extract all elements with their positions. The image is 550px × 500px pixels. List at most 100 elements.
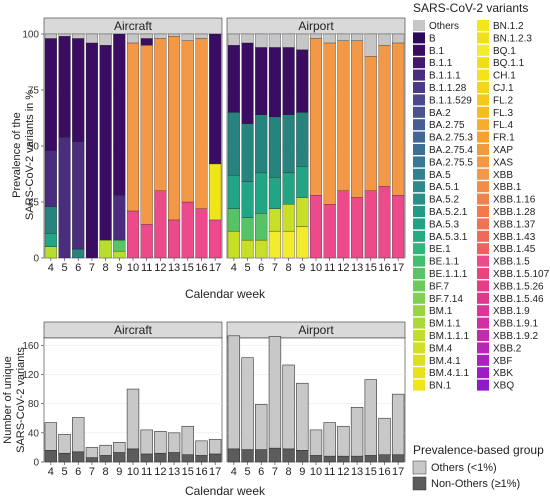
bar-segment: [113, 33, 126, 196]
bar-segment: [140, 38, 153, 46]
legend-swatch: [477, 342, 489, 354]
bar-segment: [309, 33, 323, 39]
legend-label: CJ.1: [493, 83, 514, 94]
legend-label: BE.1.1.1: [429, 269, 468, 280]
legend-label: Others (<1%): [431, 462, 497, 474]
y-tick-label: 100: [22, 30, 39, 41]
x-tick-label: 9: [299, 262, 305, 274]
x-tick-label: 10: [310, 466, 322, 478]
x-tick-label: 13: [168, 466, 180, 478]
x-tick-label: 11: [324, 262, 335, 274]
bar-segment: [99, 45, 112, 241]
bar-segment: [241, 239, 254, 259]
bar-segment: [350, 455, 364, 463]
bar-segment: [72, 417, 85, 453]
bar-segment: [44, 38, 57, 151]
legend-label: XBB.1.9: [493, 306, 530, 317]
legend-title: SARS-CoV-2 variants: [413, 1, 528, 15]
legend-label: B.1: [429, 46, 444, 57]
legend-swatch: [413, 218, 425, 230]
x-tick-label: 11: [141, 466, 152, 478]
axis-titles: Prevalence of the SARS-CoV-2 variants in…: [2, 90, 36, 453]
legend-swatch: [413, 44, 425, 56]
x-tick-label: 5: [61, 262, 67, 274]
legend-swatch: [413, 144, 425, 155]
bar-segment: [364, 455, 377, 463]
legend-swatch: [413, 305, 425, 317]
legend-swatch: [412, 476, 427, 491]
bar-segment: [58, 36, 71, 138]
bar-segment: [268, 230, 281, 259]
x-tick-label: 17: [209, 466, 221, 478]
bar-segment: [126, 210, 140, 259]
legend-swatch: [477, 168, 489, 180]
bar-segment: [241, 357, 254, 450]
bar-segment: [241, 449, 254, 463]
legend-swatch: [477, 268, 489, 279]
legend-swatch: [413, 181, 425, 193]
legend-swatch: [477, 82, 489, 93]
bar-segment: [282, 230, 295, 259]
facet-title: Airport: [298, 19, 334, 33]
legend-label: BM.4.1: [429, 356, 461, 367]
legend-label: Non-Others (≥1%): [431, 478, 520, 490]
x-tick-label: 4: [48, 262, 54, 274]
bar-segment: [126, 42, 140, 212]
legend-label: BA.2: [429, 108, 451, 119]
bar-segment: [296, 33, 309, 50]
bar-segment: [85, 457, 99, 463]
bar-segment: [241, 42, 254, 124]
bar-segment: [268, 116, 281, 178]
bar-segment: [140, 453, 153, 463]
legend-swatch: [413, 193, 425, 205]
legend-swatch: [413, 230, 425, 242]
x-tick-label: 15: [182, 466, 194, 478]
top-ylabel-line1: Prevalence of the: [11, 112, 23, 198]
x-tick-label: 8: [286, 262, 292, 274]
legend-label: BA.2.75.3: [429, 133, 473, 144]
legend-groups: Prevalence-based group Others (<1%) Non-Ot…: [412, 443, 544, 491]
bar-segment: [167, 432, 181, 453]
legend-label: FL.3: [493, 108, 513, 119]
legend-label: BM.1.1.1: [429, 331, 469, 342]
legend-label: XBQ: [493, 381, 514, 392]
x-axis-label: Calendar week: [185, 484, 266, 498]
bar-segment: [195, 455, 208, 463]
bar-segment: [181, 201, 194, 259]
bar-segment: [195, 38, 208, 209]
legend-swatch: [477, 32, 489, 44]
bar-segment: [282, 172, 295, 205]
legend-swatch: [412, 460, 427, 475]
facet-title: Aircraft: [114, 19, 153, 33]
legend-label: FL.2: [493, 95, 513, 106]
bar-segment: [337, 190, 350, 259]
x-tick-label: 4: [48, 466, 54, 478]
x-tick-label: 6: [75, 466, 81, 478]
bar-segment: [44, 206, 57, 234]
x-tick-label: 10: [127, 262, 139, 274]
x-tick-label: 16: [195, 466, 207, 478]
legend-swatch: [413, 330, 425, 341]
x-tick-label: 5: [61, 466, 67, 478]
bar-segment: [58, 136, 71, 259]
y-tick-label: 120: [22, 370, 39, 381]
legend-label: BA.2.75.4: [429, 145, 473, 156]
bar-segment: [282, 448, 295, 463]
legend-label: BM.4: [429, 343, 453, 354]
x-tick-label: 15: [365, 262, 377, 274]
legend-swatch: [413, 367, 425, 379]
legend-title: Prevalence-based group: [413, 443, 544, 457]
legend-label: XAS: [493, 157, 513, 168]
bar-segment: [378, 33, 391, 46]
bar-segment: [58, 433, 71, 454]
bar-segment: [44, 150, 57, 207]
legend-label: XBB.1: [493, 182, 522, 193]
bar-segment: [126, 448, 140, 463]
legend-swatch: [477, 379, 489, 391]
legend-label: BF.7.14: [429, 294, 463, 305]
legend-label: BA.5: [429, 170, 451, 181]
bar-segment: [113, 452, 126, 463]
